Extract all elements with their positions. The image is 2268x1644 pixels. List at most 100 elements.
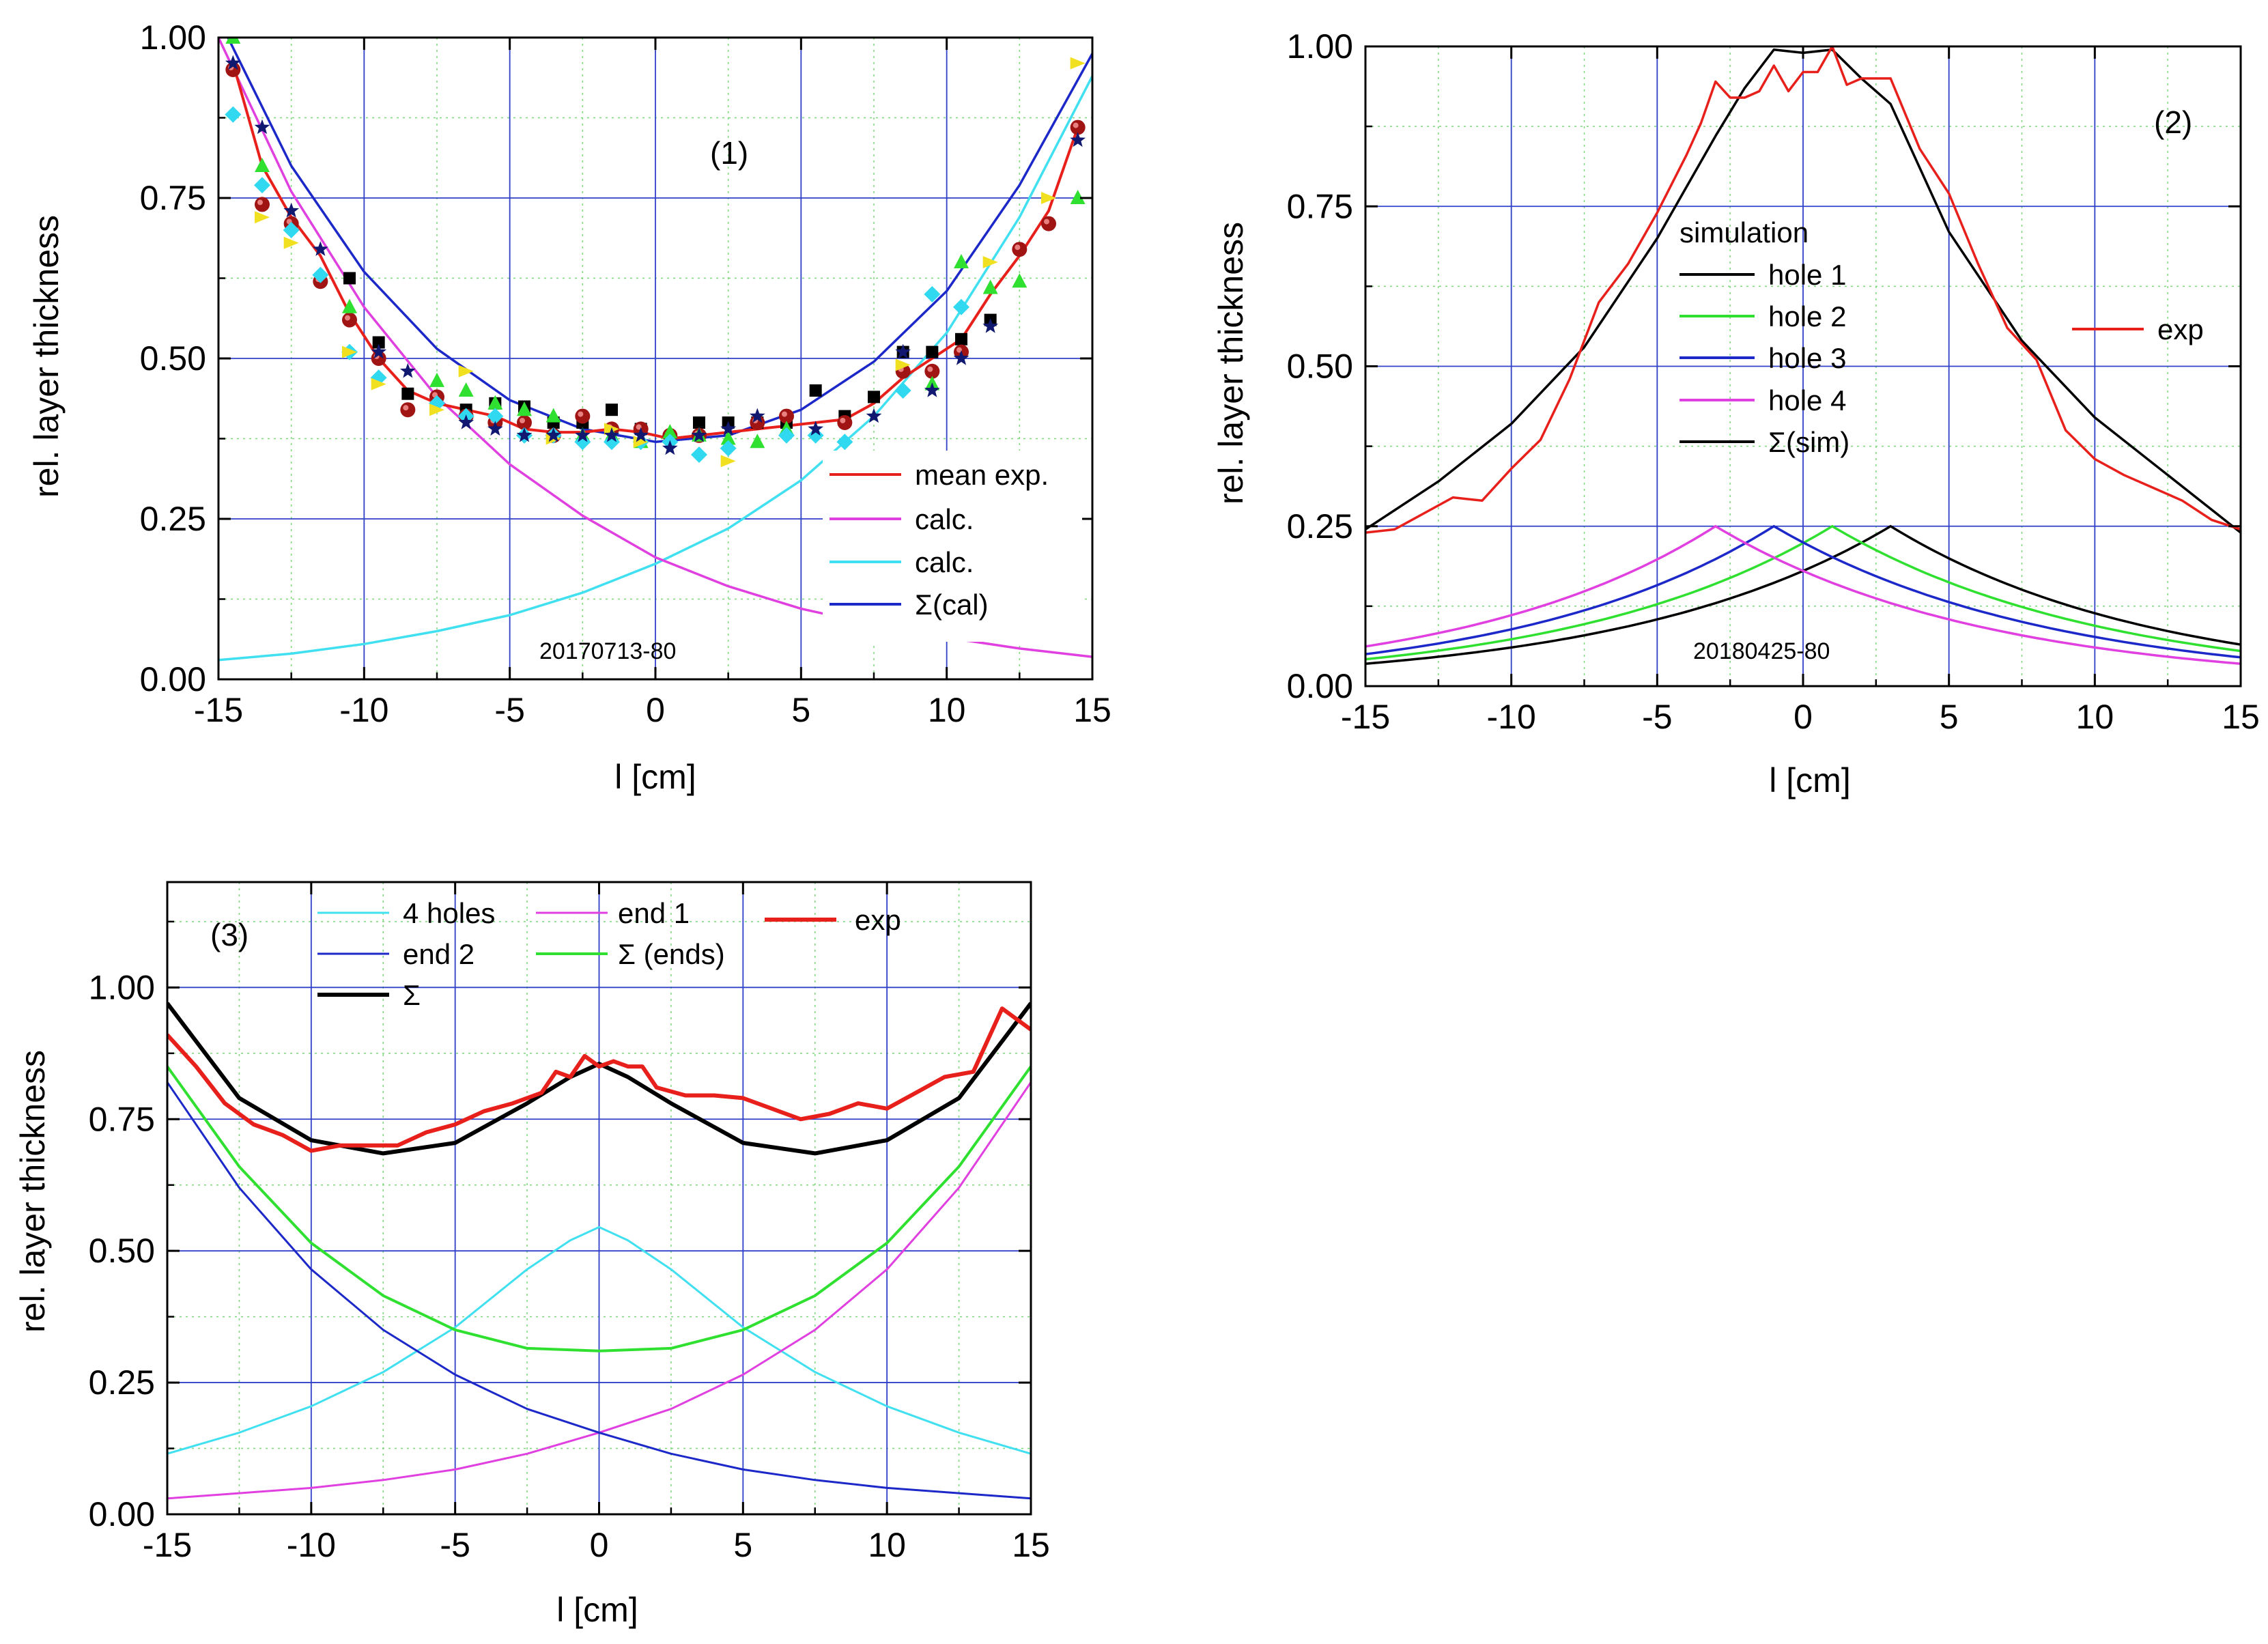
x-tick-label: 15 — [1073, 691, 1111, 729]
data-point-triangle — [1012, 273, 1027, 288]
data-point-star — [953, 350, 969, 365]
data-point-triangle — [545, 408, 561, 423]
y-tick-label: 0.25 — [1287, 507, 1353, 545]
x-tick-label: -5 — [494, 691, 524, 729]
panel-1-xlabel: l [cm] — [614, 758, 696, 796]
data-point-star — [225, 55, 241, 70]
data-point-triangle — [429, 372, 444, 387]
x-tick-label: -15 — [1341, 698, 1390, 736]
data-point-star — [691, 427, 707, 442]
data-point-square — [868, 391, 880, 403]
x-tick-label: -10 — [339, 691, 388, 729]
series-line--cal- — [226, 38, 1092, 443]
data-point-diamond — [487, 408, 504, 425]
x-tick-label: -10 — [287, 1526, 336, 1564]
series-line-4-holes — [167, 1225, 1031, 1455]
data-point-ball — [575, 408, 591, 424]
data-point-triangle — [225, 38, 241, 44]
data-point-star — [982, 318, 999, 333]
x-tick-label: 15 — [1012, 1526, 1050, 1564]
legend-label-hole-1: hole 1 — [1768, 259, 1846, 291]
panel-2-legend-title: simulation — [1679, 216, 1809, 249]
x-tick-label: -15 — [143, 1526, 192, 1564]
y-tick-label: 0.50 — [1287, 348, 1353, 386]
y-tick-label: 0.25 — [140, 500, 206, 538]
data-point-diamond — [225, 106, 242, 123]
data-point-star — [808, 421, 824, 436]
panel-1-legend: mean exp. calc. calc. Σ(cal) — [823, 451, 1082, 642]
legend-label-4-holes: 4 holes — [403, 897, 495, 929]
data-point-triangle — [720, 430, 736, 445]
panel-2-xlabel: l [cm] — [1769, 761, 1850, 799]
data-point-diamond — [807, 427, 824, 444]
data-point-triangle — [750, 434, 765, 449]
data-point-triangle — [458, 382, 474, 397]
y-tick-label: 0.00 — [140, 660, 206, 698]
data-point-diamond — [604, 434, 620, 451]
data-point-diamond — [924, 286, 941, 302]
data-point-ball — [1041, 216, 1056, 231]
data-point-ytriangle — [283, 236, 299, 249]
data-point-ball-highlight — [1015, 244, 1021, 251]
y-tick-label: 1.00 — [1287, 27, 1353, 66]
data-point-ball-highlight — [782, 411, 787, 417]
data-point-star — [574, 427, 591, 442]
data-point-diamond — [691, 447, 707, 463]
data-point-star — [662, 440, 678, 455]
data-point-diamond — [894, 382, 911, 399]
y-tick-label: 0.25 — [89, 1363, 155, 1402]
x-tick-label: 10 — [928, 691, 966, 729]
data-point-ball-highlight — [636, 424, 642, 430]
series-line-hole-4 — [1365, 524, 2241, 665]
panel-1-legend-bg — [823, 451, 1082, 642]
x-tick-label: 0 — [1794, 698, 1813, 736]
legend-label-sum-cal: Σ(cal) — [915, 589, 989, 621]
data-point-ball-highlight — [578, 411, 584, 417]
data-point-ytriangle — [982, 256, 998, 268]
y-tick-label: 0.50 — [89, 1232, 155, 1270]
series-line-exp — [1365, 46, 2241, 534]
legend-label-calc-2: calc. — [915, 546, 974, 578]
data-point-ball-highlight — [840, 418, 846, 423]
data-point-star — [1070, 132, 1086, 147]
data-point-star — [458, 414, 474, 429]
panel-3-label: (3) — [210, 917, 249, 952]
panel-1-markers — [225, 38, 1086, 468]
data-point-square — [955, 332, 967, 345]
legend-label-hole-4: hole 4 — [1768, 384, 1846, 416]
x-tick-label: -15 — [194, 691, 243, 729]
legend-label-mean-exp: mean exp. — [915, 459, 1049, 491]
data-point-square — [343, 272, 356, 285]
data-point-ytriangle — [895, 358, 911, 371]
series-line-hole-3 — [1365, 524, 2241, 659]
x-tick-label: 10 — [2076, 698, 2114, 736]
series-line-exp — [167, 1006, 1031, 1153]
panel-2-series — [1365, 46, 2241, 665]
data-point-ball-highlight — [956, 347, 962, 353]
data-point-square — [401, 387, 414, 400]
data-point-triangle — [342, 298, 357, 313]
panel-3-grid — [167, 882, 1031, 1514]
legend-label-hole-2: hole 2 — [1768, 300, 1846, 332]
x-tick-label: -10 — [1487, 698, 1536, 736]
data-point-star — [399, 363, 416, 378]
data-point-ball — [342, 312, 357, 328]
data-point-ball-highlight — [1044, 218, 1049, 225]
data-point-star — [895, 343, 911, 359]
legend-label-calc-1: calc. — [915, 503, 974, 535]
data-point-ball-highlight — [345, 315, 350, 321]
panel-2-label: (2) — [2154, 104, 2192, 140]
panel-3-xlabel: l [cm] — [556, 1591, 638, 1629]
y-tick-label: 0.75 — [140, 179, 206, 217]
panel-1-ylabel: rel. layer thickness — [27, 215, 66, 498]
legend-label-sum-sim: Σ(sim) — [1768, 426, 1849, 458]
y-tick-label: 0.75 — [1287, 187, 1353, 225]
legend-label-sum-ends: Σ (ends) — [618, 938, 725, 970]
data-point-star — [749, 408, 765, 423]
y-tick-label: 0.00 — [1287, 667, 1353, 705]
y-tick-label: 1.00 — [89, 968, 155, 1006]
data-point-diamond — [254, 177, 270, 194]
panel-3-series — [167, 1002, 1031, 1500]
x-tick-label: 10 — [868, 1526, 906, 1564]
